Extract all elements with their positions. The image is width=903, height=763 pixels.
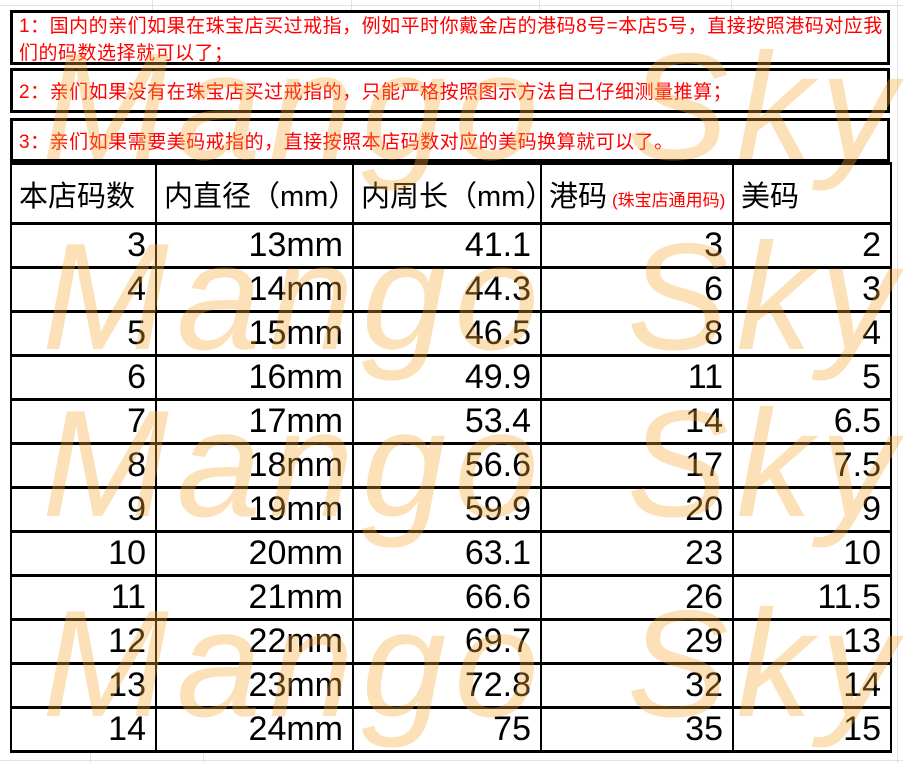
cell-diameter: 22mm: [155, 618, 354, 665]
cell-circumference: 72.8: [352, 662, 542, 709]
cell-store-size: 5: [10, 310, 157, 357]
cell-store-size: 14: [10, 706, 157, 753]
col-header-inner-circumference: 内周长（mm）: [352, 162, 542, 225]
cell-hk-size: 11: [540, 354, 734, 401]
cell-hk-size: 6: [540, 266, 734, 313]
cell-hk-size: 26: [540, 574, 734, 621]
cell-circumference: 66.6: [352, 574, 542, 621]
gridline-right: [897, 0, 898, 763]
note-us-size-instruction: 3：亲们如果需要美码戒指的，直接按照本店码数对应的美码换算就可以了。: [10, 118, 890, 162]
gridline-top-v2: [351, 0, 352, 10]
note-measure-instruction: 2：亲们如果没有在珠宝店买过戒指的，只能严格按照图示方法自己仔细测量推算；: [10, 68, 890, 113]
gridline-top-v3: [539, 0, 540, 10]
cell-hk-size: 3: [540, 222, 734, 269]
cell-hk-size: 20: [540, 486, 734, 533]
cell-circumference: 69.7: [352, 618, 542, 665]
cell-store-size: 7: [10, 398, 157, 445]
cell-store-size: 10: [10, 530, 157, 577]
cell-store-size: 13: [10, 662, 157, 709]
cell-circumference: 75: [352, 706, 542, 753]
size-conversion-table: 本店码数 内直径（mm） 内周长（mm） 港码 (珠宝店通用码) 美码 3 13mm…: [10, 162, 892, 753]
col-header-hk-size: 港码 (珠宝店通用码): [540, 162, 734, 225]
cell-us-size: 9: [732, 486, 892, 533]
cell-us-size: 6.5: [732, 398, 892, 445]
col-header-us-size: 美码: [732, 162, 892, 225]
cell-hk-size: 29: [540, 618, 734, 665]
table-row: 8 18mm 56.6 17 7.5: [10, 442, 892, 489]
cell-diameter: 17mm: [155, 398, 354, 445]
cell-circumference: 46.5: [352, 310, 542, 357]
cell-diameter: 16mm: [155, 354, 354, 401]
cell-hk-size: 23: [540, 530, 734, 577]
table-row: 9 19mm 59.9 20 9: [10, 486, 892, 533]
gridline-bottom-v1: [90, 753, 91, 763]
cell-circumference: 49.9: [352, 354, 542, 401]
cell-us-size: 10: [732, 530, 892, 577]
cell-diameter: 18mm: [155, 442, 354, 489]
cell-us-size: 11.5: [732, 574, 892, 621]
cell-us-size: 15: [732, 706, 892, 753]
cell-us-size: 13: [732, 618, 892, 665]
cell-us-size: 2: [732, 222, 892, 269]
cell-us-size: 4: [732, 310, 892, 357]
note-2-text: 2：亲们如果没有在珠宝店买过戒指的，只能严格按照图示方法自己仔细测量推算；: [19, 82, 733, 103]
gridline-bottom-v2: [203, 753, 204, 763]
cell-store-size: 8: [10, 442, 157, 489]
cell-diameter: 23mm: [155, 662, 354, 709]
cell-store-size: 9: [10, 486, 157, 533]
cell-store-size: 11: [10, 574, 157, 621]
hk-size-subnote: (珠宝店通用码): [612, 190, 726, 210]
cell-us-size: 14: [732, 662, 892, 709]
cell-diameter: 21mm: [155, 574, 354, 621]
cell-circumference: 63.1: [352, 530, 542, 577]
hk-size-label: 港码: [549, 180, 608, 213]
cell-us-size: 7.5: [732, 442, 892, 489]
table-row: 3 13mm 41.1 3 2: [10, 222, 892, 269]
gridline-top-v4: [731, 0, 732, 10]
gridline-top: [0, 5, 903, 6]
cell-circumference: 59.9: [352, 486, 542, 533]
table-row: 5 15mm 46.5 8 4: [10, 310, 892, 357]
cell-circumference: 56.6: [352, 442, 542, 489]
cell-hk-size: 17: [540, 442, 734, 489]
note-hk-size-instruction: 1：国内的亲们如果在珠宝店买过戒指，例如平时你戴金店的港码8号=本店5号，直接按…: [10, 10, 890, 65]
cell-hk-size: 8: [540, 310, 734, 357]
cell-hk-size: 14: [540, 398, 734, 445]
cell-us-size: 3: [732, 266, 892, 313]
note-1-text: 1：国内的亲们如果在珠宝店买过戒指，例如平时你戴金店的港码8号=本店5号，直接按…: [19, 15, 883, 64]
cell-store-size: 3: [10, 222, 157, 269]
cell-diameter: 13mm: [155, 222, 354, 269]
table-row: 10 20mm 63.1 23 10: [10, 530, 892, 577]
cell-hk-size: 35: [540, 706, 734, 753]
cell-diameter: 14mm: [155, 266, 354, 313]
table-row: 13 23mm 72.8 32 14: [10, 662, 892, 709]
cell-store-size: 6: [10, 354, 157, 401]
cell-circumference: 44.3: [352, 266, 542, 313]
table-row: 12 22mm 69.7 29 13: [10, 618, 892, 665]
cell-diameter: 19mm: [155, 486, 354, 533]
cell-circumference: 41.1: [352, 222, 542, 269]
cell-diameter: 15mm: [155, 310, 354, 357]
col-header-store-size: 本店码数: [10, 162, 157, 225]
table-row: 7 17mm 53.4 14 6.5: [10, 398, 892, 445]
cell-store-size: 12: [10, 618, 157, 665]
table-row: 11 21mm 66.6 26 11.5: [10, 574, 892, 621]
table-row: 6 16mm 49.9 11 5: [10, 354, 892, 401]
cell-hk-size: 32: [540, 662, 734, 709]
header-row: 本店码数 内直径（mm） 内周长（mm） 港码 (珠宝店通用码) 美码: [10, 162, 892, 225]
table-row: 14 24mm 75 35 15: [10, 706, 892, 753]
cell-store-size: 4: [10, 266, 157, 313]
note-3-text: 3：亲们如果需要美码戒指的，直接按照本店码数对应的美码换算就可以了。: [19, 131, 674, 153]
gridline-top-v1: [152, 0, 153, 10]
cell-circumference: 53.4: [352, 398, 542, 445]
col-header-inner-diameter: 内直径（mm）: [155, 162, 354, 225]
gridline-bottom: [0, 760, 903, 761]
cell-us-size: 5: [732, 354, 892, 401]
cell-diameter: 20mm: [155, 530, 354, 577]
table-row: 4 14mm 44.3 6 3: [10, 266, 892, 313]
cell-diameter: 24mm: [155, 706, 354, 753]
